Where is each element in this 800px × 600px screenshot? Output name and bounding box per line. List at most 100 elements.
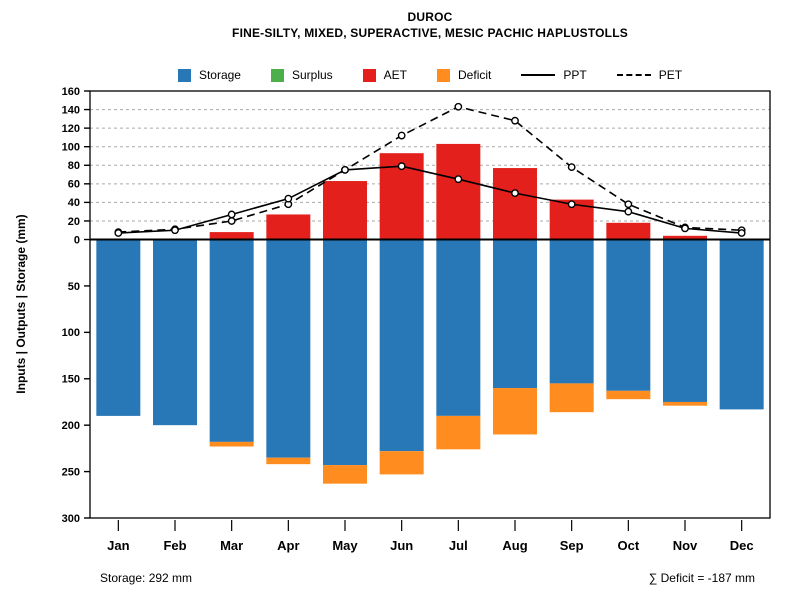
y-tick-label: 300 bbox=[62, 513, 80, 525]
legend-label: Storage bbox=[198, 68, 241, 82]
ppt-swatch-icon bbox=[521, 74, 556, 76]
aet-swatch-icon bbox=[362, 68, 376, 82]
legend-item-storage: Storage bbox=[177, 68, 241, 82]
legend-item-deficit: Deficit bbox=[437, 68, 491, 82]
deficit-bar bbox=[266, 457, 311, 465]
pet-marker bbox=[227, 217, 236, 225]
month-label: Jun bbox=[390, 538, 413, 553]
storage-bar bbox=[323, 239, 367, 466]
aet-bar bbox=[663, 235, 707, 240]
legend-label: PPT bbox=[563, 68, 587, 82]
deficit-bar bbox=[606, 390, 651, 400]
y-tick-label: 20 bbox=[68, 216, 80, 228]
month-label: Aug bbox=[502, 538, 527, 553]
storage-bar bbox=[719, 239, 764, 410]
storage-swatch-icon bbox=[177, 68, 191, 82]
legend-label: Surplus bbox=[291, 68, 333, 82]
legend-item-surplus: Surplus bbox=[270, 68, 333, 82]
y-tick-label: 150 bbox=[62, 374, 80, 386]
deficit-bar bbox=[209, 441, 254, 447]
y-tick-label: 250 bbox=[62, 466, 80, 478]
y-tick-label: 160 bbox=[62, 86, 80, 98]
ppt-marker bbox=[114, 229, 123, 237]
legend-item-ppt: PPT bbox=[521, 68, 587, 82]
deficit-bar bbox=[323, 465, 367, 484]
y-tick-label: 60 bbox=[68, 179, 80, 191]
plot-background bbox=[90, 91, 770, 518]
deficit-bar bbox=[379, 451, 424, 475]
pet-marker bbox=[454, 102, 463, 111]
storage-bar bbox=[379, 239, 424, 452]
aet-bar bbox=[209, 232, 254, 240]
aet-bar bbox=[323, 181, 367, 240]
deficit-swatch-icon bbox=[437, 68, 451, 82]
deficit-bar bbox=[549, 383, 594, 413]
legend-label: Deficit bbox=[458, 68, 492, 82]
legend-label: AET bbox=[383, 68, 408, 82]
ppt-marker bbox=[341, 166, 349, 174]
y-tick-label: 50 bbox=[68, 281, 80, 293]
y-tick-label: 200 bbox=[62, 420, 80, 432]
ppt-marker bbox=[397, 162, 406, 171]
storage-bar bbox=[96, 239, 141, 416]
month-label: Feb bbox=[163, 538, 186, 553]
pet-swatch-icon bbox=[616, 74, 651, 76]
deficit-bar bbox=[663, 401, 707, 406]
pet-marker bbox=[567, 163, 576, 172]
aet-bar bbox=[266, 214, 311, 240]
pet-marker bbox=[397, 131, 406, 140]
deficit-bar bbox=[493, 388, 537, 435]
deficit-bar bbox=[436, 415, 481, 450]
y-tick-label: 80 bbox=[68, 160, 80, 172]
page-title: DUROC bbox=[407, 10, 453, 24]
legend-item-pet: PET bbox=[616, 68, 683, 82]
ppt-line bbox=[118, 165, 742, 234]
storage-bar bbox=[493, 239, 537, 389]
aet-bar bbox=[606, 222, 651, 240]
ppt-marker bbox=[624, 207, 633, 216]
y-tick-label: 120 bbox=[62, 123, 80, 135]
storage-bar bbox=[606, 239, 651, 391]
surplus-swatch-icon bbox=[270, 68, 284, 82]
page-subtitle: FINE-SILTY, MIXED, SUPERACTIVE, MESIC PA… bbox=[232, 26, 628, 40]
ppt-marker bbox=[567, 200, 576, 209]
storage-bar bbox=[663, 239, 707, 402]
pet-line bbox=[118, 105, 742, 233]
month-label: Apr bbox=[277, 538, 299, 553]
storage-bar bbox=[436, 239, 481, 416]
ppt-marker bbox=[681, 224, 689, 233]
legend-label: PET bbox=[658, 68, 683, 82]
aet-bar bbox=[493, 168, 537, 240]
ppt-marker bbox=[171, 226, 179, 235]
ppt-marker bbox=[737, 229, 746, 237]
storage-bar bbox=[549, 239, 594, 384]
pet-marker bbox=[624, 200, 633, 209]
plot-border bbox=[89, 90, 771, 519]
y-tick-label: 140 bbox=[62, 104, 80, 116]
ppt-marker bbox=[227, 210, 236, 219]
ppt-marker bbox=[511, 189, 519, 198]
ppt-marker bbox=[284, 194, 293, 203]
storage-bar bbox=[153, 239, 197, 426]
pet-marker bbox=[511, 116, 519, 125]
legend-item-aet: AET bbox=[362, 68, 408, 82]
y-tick-label: 100 bbox=[62, 142, 80, 154]
deficit-footnote: ∑ Deficit = -187 mm bbox=[648, 571, 755, 585]
storage-footnote: Storage: 292 mm bbox=[100, 571, 193, 585]
month-label: Nov bbox=[673, 538, 698, 553]
month-label: Sep bbox=[560, 538, 584, 553]
aet-bar bbox=[436, 143, 481, 240]
y-tick-label: 100 bbox=[62, 327, 80, 339]
storage-bar bbox=[209, 239, 254, 442]
month-label: Dec bbox=[730, 538, 754, 553]
month-label: Jan bbox=[107, 538, 129, 553]
month-label: Jul bbox=[449, 538, 468, 553]
y-tick-label: 0 bbox=[74, 234, 80, 246]
y-tick-label: 40 bbox=[68, 197, 80, 209]
ppt-marker bbox=[454, 175, 463, 184]
month-label: Oct bbox=[617, 538, 639, 553]
storage-bar bbox=[266, 239, 311, 458]
month-label: Mar bbox=[220, 538, 243, 553]
month-label: May bbox=[332, 538, 358, 553]
